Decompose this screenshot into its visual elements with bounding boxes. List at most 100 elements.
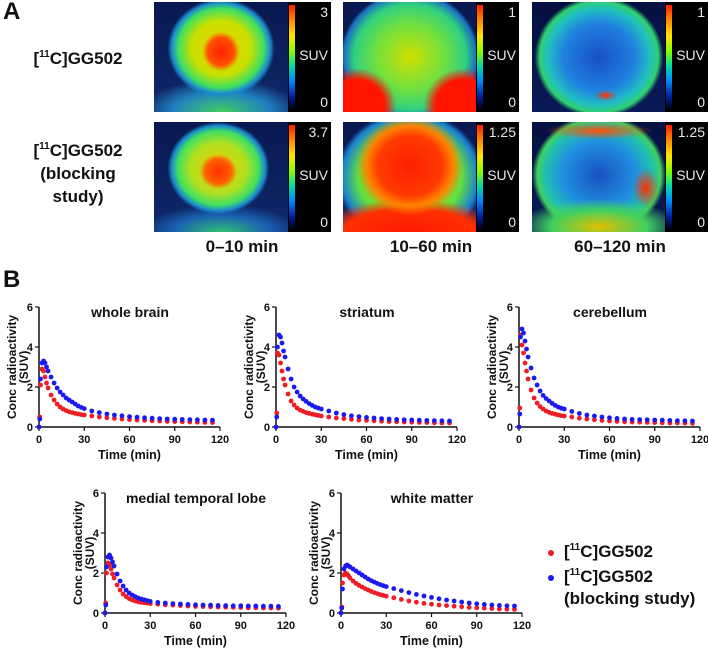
data-point [431, 418, 437, 423]
data-point [127, 414, 132, 419]
colorbar: 3 SUV 0 [288, 2, 331, 112]
colorbar-gradient [477, 5, 483, 109]
data-point [531, 395, 537, 401]
data-point [285, 391, 291, 397]
data-point [528, 387, 534, 393]
data-point [674, 418, 680, 423]
data-point [89, 408, 95, 414]
pet-image-blocking-0-10 [154, 122, 288, 232]
y-tick-label: 6 [93, 488, 99, 500]
data-point [517, 405, 523, 411]
data-point [599, 414, 605, 420]
y-axis-title-line1: Conc radioactivity [242, 315, 256, 419]
x-tick-label: 60 [189, 620, 201, 632]
data-point [185, 602, 191, 607]
data-point [504, 603, 510, 609]
x-tick-label: 0 [338, 620, 344, 632]
colorbar-unit: SUV [676, 47, 705, 63]
y-tick-label: 4 [27, 342, 34, 354]
x-tick-label: 120 [513, 620, 531, 632]
data-point [576, 415, 582, 421]
data-point [276, 604, 281, 609]
x-tick-label: 30 [144, 620, 156, 632]
data-point [268, 603, 274, 609]
x-axis-title: Time (min) [164, 634, 227, 648]
x-tick-label: 90 [406, 434, 418, 446]
data-point [518, 334, 523, 340]
data-point [42, 374, 48, 380]
data-point [281, 376, 286, 382]
data-point [278, 360, 283, 366]
data-point [274, 414, 280, 420]
data-point [208, 602, 213, 608]
time-label-10-60: 10–60 min [389, 237, 473, 256]
x-tick-label: 0 [36, 434, 42, 446]
data-point [496, 606, 502, 612]
data-point [123, 587, 129, 593]
data-point [291, 402, 297, 408]
data-point [339, 605, 345, 611]
data-point [96, 410, 102, 415]
y-axis-title-line1: Conc radioactivity [307, 501, 321, 605]
data-point [481, 602, 487, 607]
data-point [260, 603, 266, 609]
y-tick-label: 6 [27, 302, 33, 314]
data-point [187, 417, 193, 422]
data-point [104, 564, 109, 570]
y-tick-label: 6 [507, 302, 513, 314]
y-axis-title-line2: (SUV) [83, 537, 97, 570]
x-tick-label: 60 [360, 434, 372, 446]
data-point [394, 417, 400, 422]
data-point [48, 374, 54, 380]
series-baseline [273, 350, 452, 430]
data-point [108, 555, 114, 561]
chart-title: whole brain [90, 304, 169, 320]
colorbar-unit: SUV [676, 167, 705, 183]
data-point [38, 382, 43, 388]
x-tick-label: 120 [691, 434, 708, 446]
y-axis-title-line2: (SUV) [497, 351, 511, 384]
data-point [356, 414, 362, 419]
data-point [383, 593, 389, 599]
data-point [599, 418, 605, 423]
data-point [278, 334, 283, 340]
data-point [147, 599, 153, 604]
legend-label: [11C]GG502 (blocking study) [564, 566, 695, 610]
data-point [540, 393, 546, 398]
data-point [525, 376, 531, 382]
data-point [54, 385, 60, 391]
data-point [134, 414, 140, 420]
data-point [534, 382, 540, 388]
data-point [340, 586, 345, 592]
row-label-superscript: 11 [39, 141, 50, 152]
data-point [172, 416, 178, 422]
legend-label-part: (blocking study) [564, 589, 696, 608]
colorbar-unit: SUV [487, 47, 516, 63]
legend-label-superscript: 11 [569, 542, 581, 553]
data-point [519, 326, 525, 332]
data-point [517, 411, 523, 417]
data-point [245, 603, 251, 609]
data-point [117, 587, 123, 593]
data-point [341, 412, 347, 417]
data-point [155, 600, 161, 605]
data-point [54, 401, 60, 407]
data-point [282, 354, 288, 360]
y-tick-label: 2 [93, 568, 99, 580]
colorbar: 3.7 SUV 0 [288, 122, 331, 232]
data-point [57, 389, 63, 395]
data-point [119, 413, 125, 419]
data-point [576, 411, 582, 416]
data-point [444, 597, 449, 603]
series-blocking [273, 332, 452, 430]
data-point [512, 603, 517, 609]
colorbar-max: 3.7 [308, 124, 328, 140]
data-point [162, 600, 168, 606]
data-point [89, 413, 95, 419]
x-tick-label: 30 [558, 434, 570, 446]
data-point [466, 600, 472, 606]
data-point [522, 360, 528, 366]
data-point [371, 415, 377, 421]
data-point [112, 412, 117, 418]
